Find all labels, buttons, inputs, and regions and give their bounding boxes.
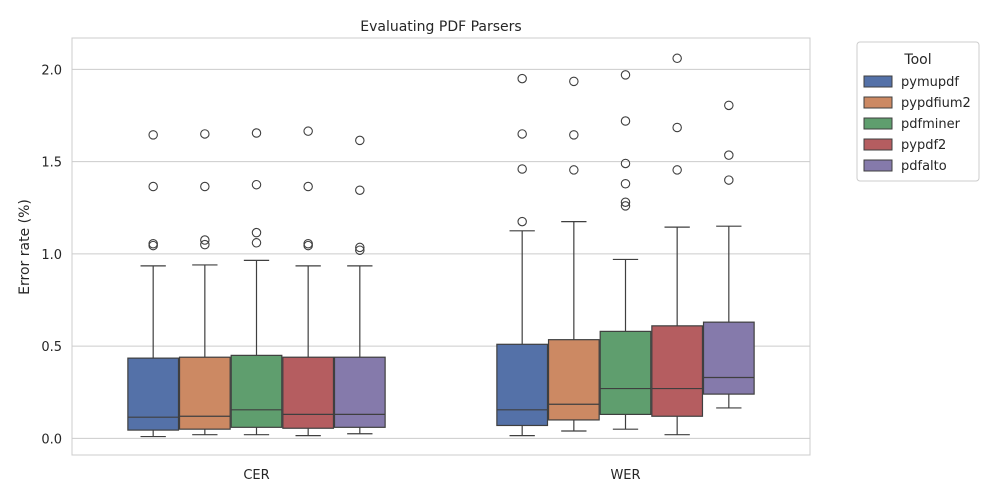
outlier-point [148, 181, 158, 192]
legend-item-pypdfium2: pypdfium2 [863, 96, 971, 111]
outlier-point [148, 130, 158, 140]
outlier-point [251, 238, 262, 248]
legend-swatch [863, 159, 893, 172]
legend-label: pypdf2 [901, 138, 946, 153]
legend-item-pdfalto: pdfalto [863, 159, 947, 174]
y-tick-label: 1.5 [41, 156, 62, 171]
outlier-point [355, 242, 365, 253]
y-tick-label: 0.5 [41, 340, 62, 355]
legend-item-pypdf2: pypdf2 [863, 138, 946, 153]
box-body [230, 354, 283, 428]
outlier-point [251, 128, 262, 138]
legend-label: pymupdf [901, 75, 959, 90]
outlier-point [355, 135, 365, 146]
outlier-point [200, 235, 210, 245]
legend-label: pdfminer [901, 117, 961, 132]
y-axis-label: Error rate (%) [17, 199, 33, 295]
outlier-point [517, 129, 527, 139]
boxes [127, 53, 755, 438]
box-pdfminer-WER [599, 70, 652, 430]
outlier-point [517, 73, 527, 84]
box-body [496, 343, 549, 427]
box-pymupdf-WER [496, 73, 549, 437]
legend-swatch [863, 96, 893, 109]
outlier-point [200, 181, 210, 192]
box-pdfalto-CER [333, 135, 386, 435]
box-body [702, 321, 755, 395]
box-pymupdf-CER [127, 130, 180, 438]
outlier-point [672, 165, 682, 175]
outlier-point [672, 53, 682, 64]
outlier-point [251, 227, 262, 238]
outlier-point [148, 238, 158, 249]
y-tick-label: 2.0 [41, 63, 62, 78]
plot-frame [71, 37, 811, 456]
outlier-point [724, 100, 734, 111]
outlier-point [355, 245, 365, 255]
outlier-point [724, 150, 734, 160]
outlier-point [200, 129, 210, 139]
box-body [282, 356, 335, 429]
outlier-point [620, 70, 631, 80]
legend-item-pymupdf: pymupdf [863, 75, 959, 90]
outlier-point [620, 179, 631, 189]
outlier-point [724, 175, 734, 185]
legend-label: pdfalto [901, 159, 947, 174]
legend: Tool pymupdf pypdfium2 pdfminer pypdf2 pdfalt… [856, 41, 980, 182]
outlier-point [620, 116, 631, 126]
axes: 0.0 0.5 1.0 1.5 2.0 CER WER [41, 37, 811, 483]
box-body [651, 325, 704, 417]
box-pypdfium2-WER [547, 76, 600, 432]
box-body [547, 339, 600, 421]
legend-swatch [863, 75, 893, 88]
outlier-point [569, 76, 579, 87]
outlier-point [569, 165, 579, 175]
y-tick-label: 0.0 [41, 432, 62, 447]
legend-swatch [863, 117, 893, 130]
box-body [333, 356, 386, 428]
box-pypdf2-CER [282, 126, 335, 437]
box-pypdf2-WER [651, 53, 704, 436]
outlier-point [303, 181, 313, 192]
legend-swatch [863, 138, 893, 151]
legend-item-pdfminer: pdfminer [863, 117, 961, 132]
outlier-point [200, 239, 210, 250]
outlier-point [251, 179, 262, 190]
outlier-point [620, 201, 631, 211]
outlier-point [303, 126, 313, 136]
outlier-point [148, 240, 158, 251]
legend-label: pypdfium2 [901, 96, 971, 111]
box-body [127, 357, 180, 431]
x-tick-label: CER [243, 468, 269, 483]
outlier-point [303, 238, 313, 249]
box-pypdfium2-CER [178, 129, 231, 436]
outlier-point [303, 240, 313, 251]
outlier-point [620, 158, 631, 169]
box-body [599, 330, 652, 416]
outlier-point [355, 185, 365, 195]
box-pdfminer-CER [230, 128, 283, 436]
box-pdfalto-WER [702, 100, 755, 409]
box-body [178, 356, 231, 430]
outlier-point [517, 216, 527, 227]
y-tick-label: 1.0 [41, 248, 62, 263]
outlier-point [620, 197, 631, 207]
outlier-point [672, 122, 682, 133]
chart-title: Evaluating PDF Parsers [360, 19, 521, 35]
outlier-point [569, 130, 579, 140]
x-tick-label: WER [610, 468, 640, 483]
outlier-point [517, 164, 527, 174]
legend-title: Tool [903, 52, 931, 68]
